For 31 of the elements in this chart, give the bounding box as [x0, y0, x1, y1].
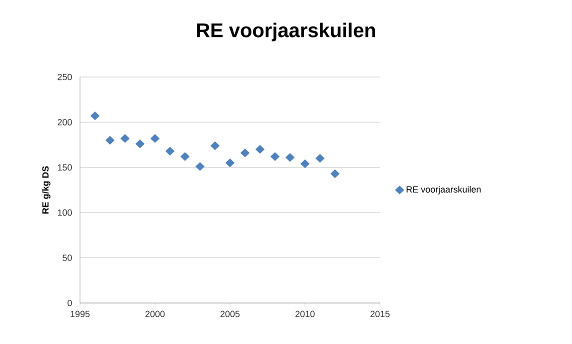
y-tick-label: 200 — [58, 119, 72, 126]
point — [105, 136, 115, 145]
x-tick-label: 2015 — [370, 310, 390, 318]
point — [150, 134, 160, 143]
point — [180, 152, 190, 161]
x-tick-label: 1995 — [70, 310, 90, 318]
point — [135, 140, 145, 148]
point — [285, 153, 295, 162]
point — [225, 158, 235, 168]
x-tick-label: 2010 — [295, 310, 315, 318]
point — [210, 141, 220, 150]
point — [270, 152, 280, 161]
y-tick-label: 150 — [58, 164, 72, 171]
y-axis-title: RE g/kg DS — [42, 166, 50, 214]
y-tick-label: 100 — [58, 209, 72, 216]
point — [315, 154, 325, 163]
y-tick-label: 50 — [62, 254, 72, 261]
point — [300, 159, 310, 168]
point — [165, 146, 175, 156]
point — [255, 144, 265, 154]
point — [90, 111, 100, 120]
y-tick-label: 0 — [68, 300, 72, 306]
point — [120, 134, 130, 143]
x-tick-label: 2005 — [220, 310, 240, 318]
point — [195, 162, 205, 171]
chart-title: RE voorjaarskuilen — [197, 22, 375, 42]
x-tick-label: 2000 — [145, 310, 165, 318]
point — [240, 148, 250, 158]
point — [330, 169, 340, 178]
legend-label: RE voorjaarskuilen — [406, 186, 481, 194]
y-tick-label: 250 — [58, 74, 72, 80]
